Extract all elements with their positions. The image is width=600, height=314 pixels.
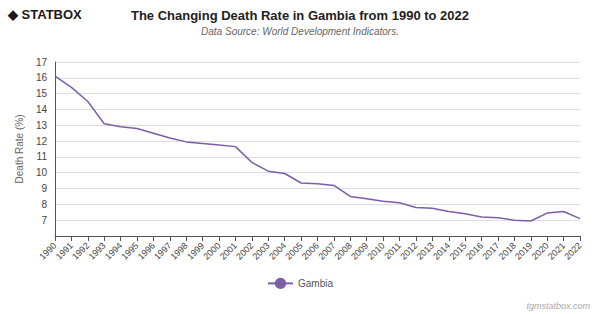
- svg-text:14: 14: [36, 104, 48, 115]
- svg-text:2001: 2001: [218, 240, 239, 261]
- svg-text:2011: 2011: [382, 240, 403, 261]
- svg-text:13: 13: [36, 120, 48, 131]
- svg-text:8: 8: [41, 199, 47, 210]
- svg-text:tgmstatbox.com: tgmstatbox.com: [526, 301, 590, 311]
- svg-text:12: 12: [36, 136, 48, 147]
- svg-text:2015: 2015: [447, 240, 468, 261]
- svg-text:2013: 2013: [415, 240, 436, 261]
- svg-text:17: 17: [36, 57, 48, 68]
- svg-text:2017: 2017: [480, 240, 501, 261]
- svg-text:2020: 2020: [530, 240, 551, 261]
- svg-text:2009: 2009: [349, 240, 370, 261]
- svg-text:2012: 2012: [398, 240, 419, 261]
- svg-text:9: 9: [41, 183, 47, 194]
- svg-text:2000: 2000: [201, 240, 222, 261]
- svg-text:2005: 2005: [283, 240, 304, 261]
- svg-text:Data Source: World Development: Data Source: World Development Indicator…: [201, 26, 399, 37]
- svg-text:2010: 2010: [365, 240, 386, 261]
- svg-text:2006: 2006: [300, 240, 321, 261]
- svg-text:11: 11: [37, 151, 48, 162]
- svg-text:2016: 2016: [464, 240, 485, 261]
- svg-text:7: 7: [41, 215, 47, 226]
- svg-text:2014: 2014: [431, 240, 452, 261]
- svg-text:2003: 2003: [251, 240, 272, 261]
- svg-text:1993: 1993: [87, 240, 108, 261]
- svg-text:2022: 2022: [562, 240, 583, 261]
- svg-text:1995: 1995: [119, 240, 140, 261]
- svg-text:15: 15: [36, 88, 48, 99]
- svg-text:1990: 1990: [37, 240, 58, 261]
- svg-text:1996: 1996: [136, 240, 157, 261]
- svg-text:2004: 2004: [267, 240, 288, 261]
- svg-text:2008: 2008: [333, 240, 354, 261]
- svg-text:2007: 2007: [316, 240, 337, 261]
- svg-text:10: 10: [36, 167, 48, 178]
- svg-text:2018: 2018: [497, 240, 518, 261]
- svg-text:1992: 1992: [70, 240, 91, 261]
- svg-text:Death Rate (%): Death Rate (%): [14, 115, 25, 184]
- svg-text:16: 16: [36, 72, 48, 83]
- svg-text:1999: 1999: [185, 240, 206, 261]
- svg-text:The Changing Death Rate in Gam: The Changing Death Rate in Gambia from 1…: [131, 8, 469, 23]
- svg-text:2002: 2002: [234, 240, 255, 261]
- svg-text:Gambia: Gambia: [298, 278, 333, 289]
- svg-text:1998: 1998: [169, 240, 190, 261]
- svg-text:1994: 1994: [103, 240, 124, 261]
- svg-text:◆ STATBOX: ◆ STATBOX: [7, 7, 82, 22]
- svg-text:1991: 1991: [54, 240, 75, 261]
- svg-text:2019: 2019: [513, 240, 534, 261]
- svg-text:1997: 1997: [152, 240, 173, 261]
- svg-text:2021: 2021: [546, 240, 567, 261]
